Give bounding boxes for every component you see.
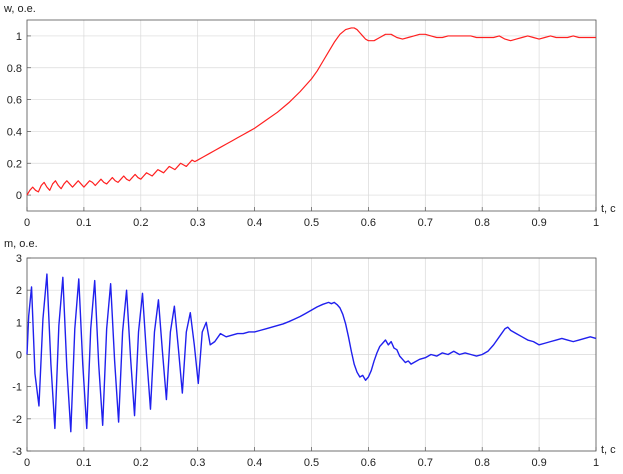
x-tick-label: 0.9 <box>531 457 546 469</box>
x-tick-label: 0.7 <box>418 217 433 229</box>
y-tick-label: 3 <box>16 253 22 265</box>
x-tick-label: 0.8 <box>475 457 490 469</box>
y-tick-label: 0 <box>16 350 22 362</box>
x-tick-label: 0.4 <box>247 457 262 469</box>
y-tick-label: -1 <box>12 382 22 394</box>
top-grid <box>26 20 597 211</box>
y-tick-label: 1 <box>16 317 22 329</box>
y-tick-label: -2 <box>12 414 22 426</box>
x-tick-label: 0.5 <box>304 217 319 229</box>
x-tick-label: 0.2 <box>133 217 148 229</box>
x-tick-label: 0.9 <box>531 217 546 229</box>
y-tick-label: -3 <box>12 446 22 458</box>
x-tick-label: 0.6 <box>361 217 376 229</box>
x-tick-label: 0.7 <box>418 457 433 469</box>
bottom-ylabel: m, o.e. <box>4 238 38 250</box>
bottom-y-ticks: -3 -2 -1 0 1 2 3 <box>12 253 31 458</box>
top-xlabel: t, c <box>601 203 616 215</box>
top-x-ticks: 0 0.1 0.2 0.3 0.4 0.5 0.6 0.7 0.8 0.9 1 <box>24 207 599 229</box>
x-tick-label: 0.4 <box>247 217 262 229</box>
x-tick-label: 0.5 <box>304 457 319 469</box>
x-tick-label: 0 <box>24 217 30 229</box>
axes-bottom: m, o.e. 0 0.1 0.2 0.3 0.4 0.5 0.6 0.7 0.8 0.9 1 -3… <box>4 238 616 469</box>
y-tick-label: 0.2 <box>7 158 22 170</box>
bottom-x-ticks: 0 0.1 0.2 0.3 0.4 0.5 0.6 0.7 0.8 0.9 1 <box>24 447 599 469</box>
top-y-ticks: 0 0.2 0.4 0.6 0.8 1 <box>7 31 31 202</box>
x-tick-label: 0.8 <box>475 217 490 229</box>
x-tick-label: 0.6 <box>361 457 376 469</box>
bottom-grid <box>26 257 597 452</box>
axes-top: w, o.e. 0 0.1 0.2 0.3 0.4 0.5 0.6 0.7 0.8 0.9 1 00… <box>3 3 616 229</box>
y-tick-label: 0.6 <box>7 95 22 107</box>
y-tick-label: 0.4 <box>7 126 22 138</box>
x-tick-label: 0 <box>24 457 30 469</box>
x-tick-label: 0.3 <box>190 217 205 229</box>
x-tick-label: 1 <box>593 457 599 469</box>
x-tick-label: 0.3 <box>190 457 205 469</box>
x-tick-label: 0.1 <box>76 217 91 229</box>
y-tick-label: 2 <box>16 285 22 297</box>
x-tick-label: 1 <box>593 217 599 229</box>
y-tick-label: 0.8 <box>7 63 22 75</box>
top-series-line <box>26 27 596 196</box>
x-tick-label: 0.1 <box>76 457 91 469</box>
bottom-xlabel: t, c <box>601 444 616 456</box>
y-tick-label: 1 <box>16 31 22 43</box>
bottom-series-line <box>26 273 597 433</box>
x-tick-label: 0.2 <box>133 457 148 469</box>
top-ylabel: w, o.e. <box>3 3 36 15</box>
y-tick-label: 0 <box>16 190 22 202</box>
